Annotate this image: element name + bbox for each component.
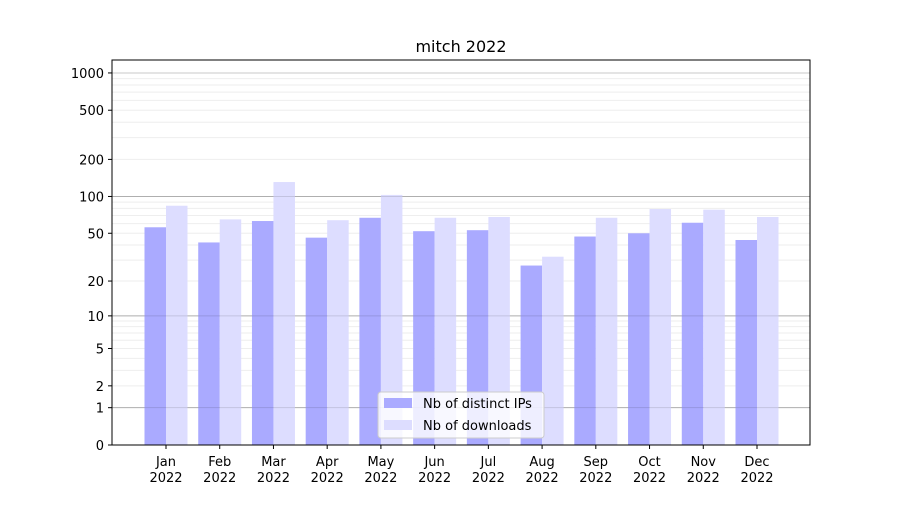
legend-swatch <box>384 420 412 430</box>
x-tick-label-month: Feb <box>208 455 231 470</box>
y-tick-label: 200 <box>79 153 104 168</box>
bar-downloads <box>703 209 725 445</box>
bar-downloads <box>595 217 618 445</box>
bar-distinct-ips <box>144 227 166 445</box>
x-tick-label-month: Jan <box>155 455 176 470</box>
bar-downloads <box>434 217 457 445</box>
y-tick-label: 5 <box>96 343 104 358</box>
x-tick-label-year: 2022 <box>364 471 397 486</box>
bar-distinct-ips <box>359 217 381 445</box>
bar-distinct-ips <box>198 242 220 445</box>
x-tick-label-month: Dec <box>744 455 769 470</box>
legend-label: Nb of distinct IPs <box>423 397 532 412</box>
x-tick-label-month: Aug <box>529 455 554 470</box>
x-tick-label-year: 2022 <box>311 471 344 486</box>
x-tick-label-month: May <box>367 455 394 470</box>
x-tick-label-year: 2022 <box>740 471 773 486</box>
bar-downloads <box>327 220 349 445</box>
y-tick-label: 50 <box>87 227 104 242</box>
x-tick-label-month: Oct <box>638 455 660 470</box>
x-tick-label-year: 2022 <box>687 471 720 486</box>
bar-distinct-ips <box>305 237 328 445</box>
bar-distinct-ips <box>735 240 757 445</box>
bar-downloads <box>542 256 564 445</box>
bar-distinct-ips <box>628 233 650 445</box>
bar-distinct-ips <box>681 222 704 445</box>
x-tick-label-month: Jun <box>423 455 444 470</box>
x-tick-label-month: Jul <box>480 455 497 470</box>
x-tick-label-year: 2022 <box>149 471 182 486</box>
y-tick-label: 100 <box>79 190 104 205</box>
bar-distinct-ips <box>251 221 274 445</box>
y-tick-label: 10 <box>87 310 104 325</box>
x-tick-label-month: Sep <box>584 455 609 470</box>
bar-downloads <box>488 216 510 445</box>
x-tick-label-year: 2022 <box>579 471 612 486</box>
x-tick-label-year: 2022 <box>257 471 290 486</box>
bar-distinct-ips <box>574 236 596 445</box>
y-tick-label: 2 <box>96 380 104 395</box>
x-tick-label-month: Mar <box>261 455 286 470</box>
y-tick-label: 1 <box>96 402 104 417</box>
bar-downloads <box>219 219 242 445</box>
x-tick-label-month: Apr <box>316 455 339 470</box>
x-tick-label-year: 2022 <box>203 471 236 486</box>
chart-title: mitch 2022 <box>415 37 506 56</box>
y-tick-label: 0 <box>96 439 104 454</box>
legend-swatch <box>384 398 412 408</box>
y-tick-label: 1000 <box>71 67 104 82</box>
x-tick-label-year: 2022 <box>526 471 559 486</box>
x-tick-label-year: 2022 <box>633 471 666 486</box>
axes-frame <box>111 59 811 446</box>
bar-downloads <box>380 194 403 445</box>
x-tick-label-month: Nov <box>691 455 717 470</box>
legend-label: Nb of downloads <box>423 419 532 434</box>
legend-box <box>377 391 545 439</box>
x-tick-label-year: 2022 <box>418 471 451 486</box>
y-tick-label: 500 <box>79 104 104 119</box>
x-tick-label-year: 2022 <box>472 471 505 486</box>
bar-downloads <box>273 182 295 445</box>
bar-downloads <box>166 205 188 445</box>
bar-downloads <box>649 209 672 445</box>
bar-downloads <box>757 216 779 445</box>
y-tick-label: 20 <box>87 275 104 290</box>
bar-distinct-ips <box>466 230 489 445</box>
